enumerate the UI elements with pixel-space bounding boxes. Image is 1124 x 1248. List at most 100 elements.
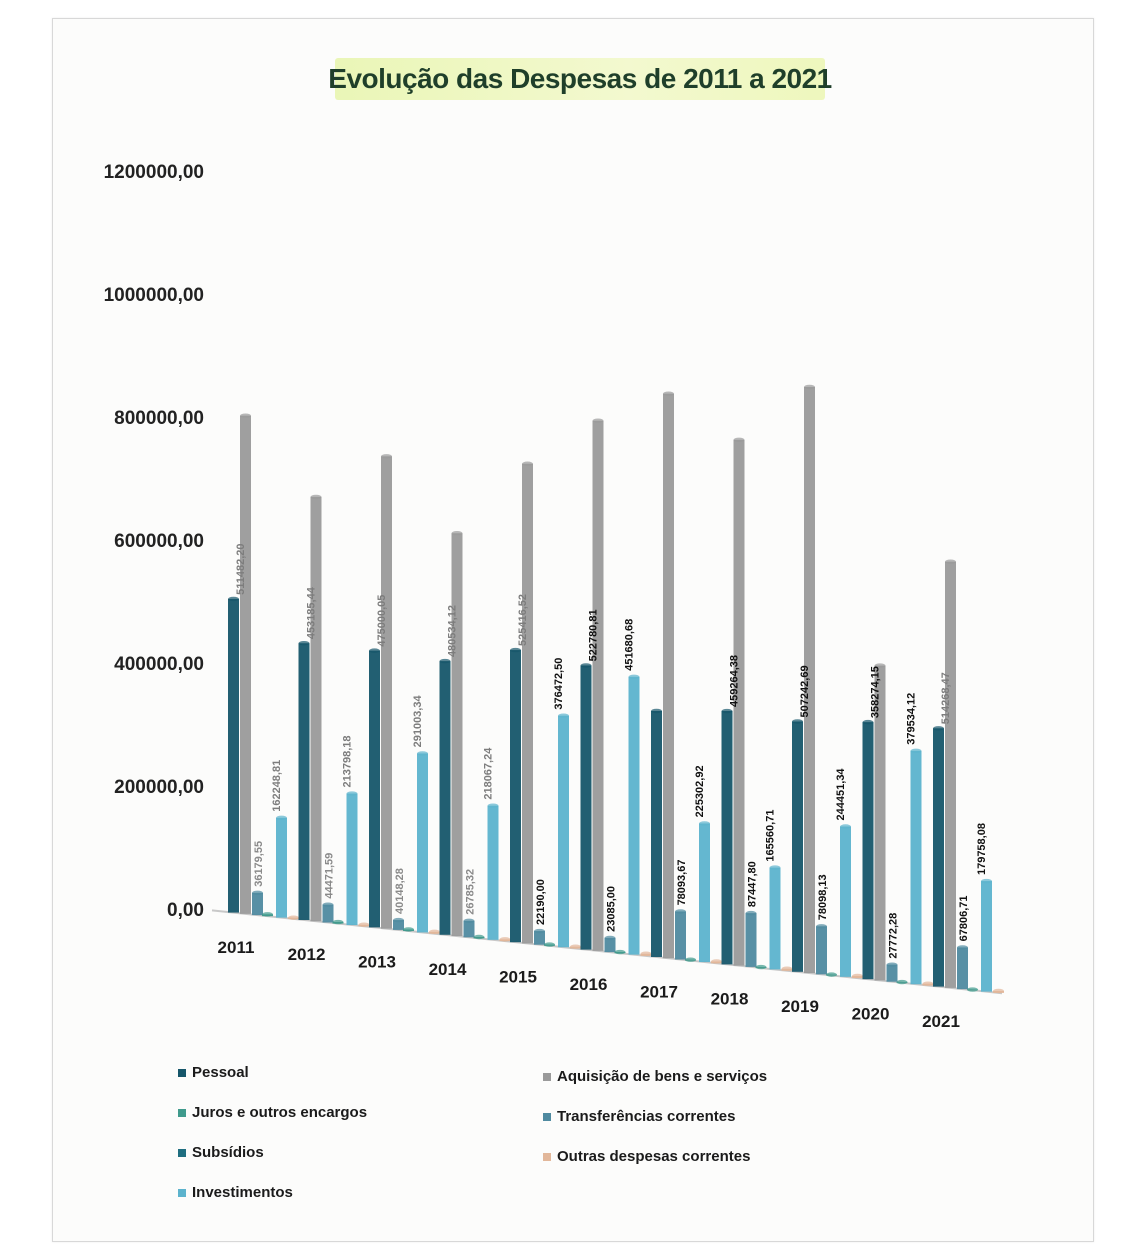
data-label: 376472,50: [553, 658, 565, 710]
legend-label: Outras despesas correntes: [557, 1148, 751, 1165]
legend-swatch: [543, 1152, 551, 1161]
bar-cap: [544, 942, 555, 947]
x-tick-label: 2011: [218, 938, 255, 957]
bar-investimentos-2014: [487, 805, 499, 940]
bar-cap: [874, 663, 886, 668]
x-tick-label: 2015: [499, 967, 537, 986]
x-tick-label: 2012: [288, 945, 326, 964]
legend-label: Investimentos: [192, 1184, 293, 1201]
legend-item: Subsídios: [178, 1144, 264, 1161]
y-tick-label: 800000,00: [114, 408, 204, 429]
bar-cap: [993, 988, 1004, 994]
bar-investimentos-2011: [276, 817, 287, 918]
bar-cap: [393, 917, 404, 923]
data-label: 78093,67: [676, 860, 688, 906]
bar-cap: [826, 972, 837, 977]
bar-aquisi-o-de-bens-e-servi-os-2016: [592, 420, 604, 951]
bar-cap: [663, 391, 674, 396]
bar-transfer-ncias-correntes-2020: [886, 964, 898, 982]
bar-cap: [685, 957, 696, 962]
bar-aquisi-o-de-bens-e-servi-os-2015: [522, 463, 533, 944]
bar-aquisi-o-de-bens-e-servi-os-2012: [310, 496, 322, 922]
bar-cap: [322, 902, 334, 907]
bar-cap: [499, 937, 511, 942]
data-label: 225302,92: [694, 765, 706, 817]
bar-pessoal-2018: [721, 711, 733, 965]
bar-cap: [580, 663, 592, 668]
bar-cap: [852, 973, 863, 979]
bar-cap: [310, 494, 322, 500]
data-label: 179758,08: [976, 823, 988, 875]
bar-investimentos-2013: [417, 753, 428, 933]
legend-item: Juros e outros encargos: [178, 1104, 367, 1121]
bar-cap: [711, 959, 722, 964]
bar-cap: [733, 437, 745, 443]
bar-cap: [473, 934, 485, 940]
bar-cap: [862, 719, 874, 725]
data-label: 358274,15: [870, 666, 882, 718]
data-label: 379534,12: [906, 693, 918, 745]
bar-cap: [429, 929, 440, 935]
legend-item: Aquisição de bens e serviços: [543, 1068, 767, 1085]
bar-pessoal-2015: [510, 650, 521, 943]
bar-aquisi-o-de-bens-e-servi-os-2014: [451, 533, 463, 937]
bar-aquisi-o-de-bens-e-servi-os-2011: [240, 415, 251, 914]
data-label: 525416,52: [517, 594, 529, 646]
bar-cap: [755, 964, 767, 970]
data-label: 36179,55: [253, 841, 265, 887]
bar-cap: [896, 979, 908, 985]
bar-investimentos-2015: [558, 715, 569, 948]
bar-cap: [522, 461, 533, 466]
data-label: 480534,12: [447, 605, 459, 657]
bar-transfer-ncias-correntes-2021: [957, 947, 968, 990]
data-label: 507242,69: [799, 665, 811, 717]
data-label: 511482,20: [235, 543, 247, 594]
data-label: 459264,38: [729, 655, 741, 707]
bar-cap: [745, 910, 757, 916]
bar-aquisi-o-de-bens-e-servi-os-2018: [733, 439, 745, 966]
legend-item: Pessoal: [178, 1064, 249, 1081]
bar-transfer-ncias-correntes-2018: [745, 913, 757, 967]
bar-transfer-ncias-correntes-2011: [252, 892, 263, 916]
bar-aquisi-o-de-bens-e-servi-os-2021: [945, 561, 956, 988]
bar-cap: [769, 865, 781, 870]
legend-label: Juros e outros encargos: [192, 1104, 368, 1121]
x-tick-label: 2018: [711, 990, 749, 1009]
bar-aquisi-o-de-bens-e-servi-os-2017: [663, 393, 674, 959]
data-label: 244451,34: [835, 768, 847, 821]
data-label: 522780,81: [588, 609, 600, 661]
bar-pessoal-2012: [298, 643, 310, 920]
bar-transfer-ncias-correntes-2016: [604, 937, 616, 953]
legend-swatch: [543, 1112, 551, 1121]
bar-transfer-ncias-correntes-2012: [322, 904, 334, 923]
bar-cap: [332, 919, 344, 925]
bar-cap: [628, 674, 640, 680]
bar-cap: [346, 791, 358, 796]
bar-aquisi-o-de-bens-e-servi-os-2013: [381, 456, 392, 929]
data-label: 40148,28: [394, 868, 406, 914]
bar-cap: [604, 935, 616, 941]
bar-transfer-ncias-correntes-2014: [463, 920, 475, 938]
bar-cap: [721, 708, 733, 714]
data-label: 78098,13: [817, 874, 829, 920]
legend-swatch: [543, 1072, 551, 1081]
bar-cap: [957, 945, 968, 950]
bar-pessoal-2019: [792, 721, 803, 972]
bar-transfer-ncias-correntes-2015: [534, 931, 545, 945]
legend-swatch: [178, 1148, 186, 1157]
bar-cap: [570, 944, 581, 949]
bar-cap: [228, 596, 239, 602]
bar-cap: [699, 821, 710, 826]
y-tick-label: 0,00: [167, 900, 204, 921]
legend-item: Investimentos: [178, 1184, 293, 1201]
bar-cap: [922, 981, 934, 986]
bar-cap: [487, 803, 499, 808]
bar-cap: [886, 962, 898, 967]
data-label: 451680,68: [624, 619, 636, 671]
bar-aquisi-o-de-bens-e-servi-os-2020: [874, 665, 886, 981]
bar-cap: [369, 648, 380, 653]
data-label: 213798,18: [342, 735, 354, 787]
data-label: 23085,00: [606, 886, 618, 932]
y-tick-label: 600000,00: [114, 531, 204, 552]
bar-investimentos-2012: [346, 793, 358, 926]
